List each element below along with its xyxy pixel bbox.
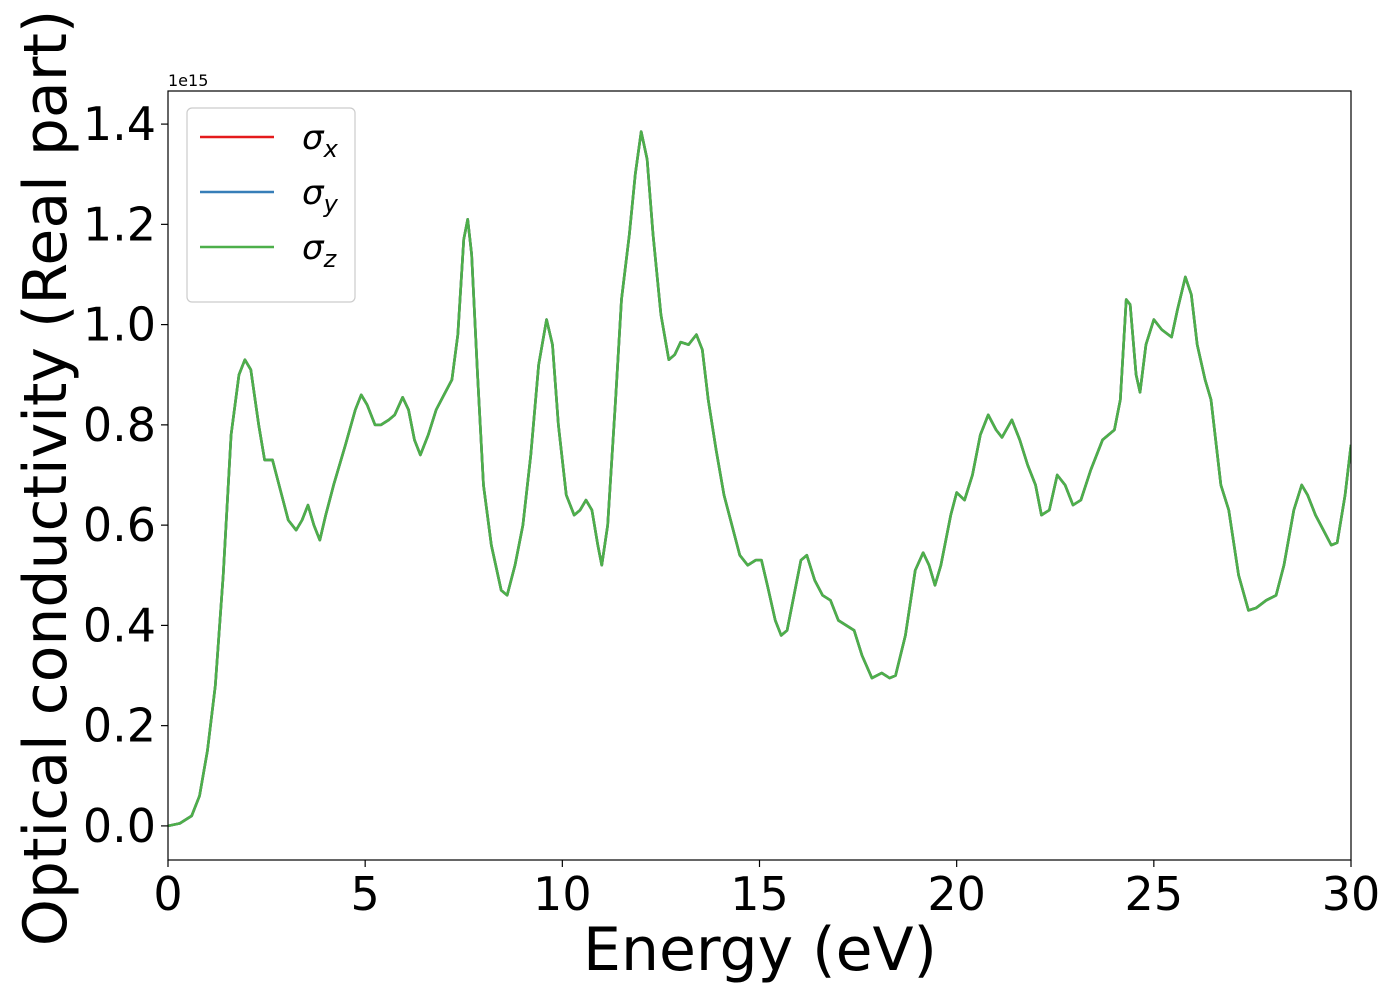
- y-tick-label: 0.8: [83, 398, 156, 452]
- x-tick-label: 0: [153, 867, 182, 921]
- x-tick-label: 25: [1125, 867, 1184, 921]
- legend-label: σx: [302, 118, 339, 163]
- x-tick-label: 15: [730, 867, 789, 921]
- legend-label: σz: [302, 228, 338, 273]
- x-tick-label: 20: [927, 867, 986, 921]
- x-tick-label: 5: [351, 867, 380, 921]
- y-tick-label: 0.2: [83, 699, 156, 753]
- y-tick-label: 0.6: [83, 498, 156, 552]
- legend-label: σy: [302, 173, 339, 218]
- x-tick-label: 10: [533, 867, 592, 921]
- plot-frame: [167, 90, 1352, 861]
- y-tick-label: 1.2: [83, 197, 156, 251]
- y-tick-label: 1.0: [83, 298, 156, 352]
- y-tick-label: 0.0: [83, 799, 156, 853]
- legend-box: [186, 107, 356, 303]
- x-axis-label: Energy (eV): [583, 915, 937, 985]
- x-tick-label: 30: [1322, 867, 1381, 921]
- offset-text: 1e15: [168, 71, 208, 90]
- y-axis-label: Optical conductivity (Real part): [11, 10, 81, 947]
- y-tick-label: 0.4: [83, 598, 156, 652]
- y-tick-label: 1.4: [83, 97, 156, 151]
- series-line: [168, 130, 1351, 828]
